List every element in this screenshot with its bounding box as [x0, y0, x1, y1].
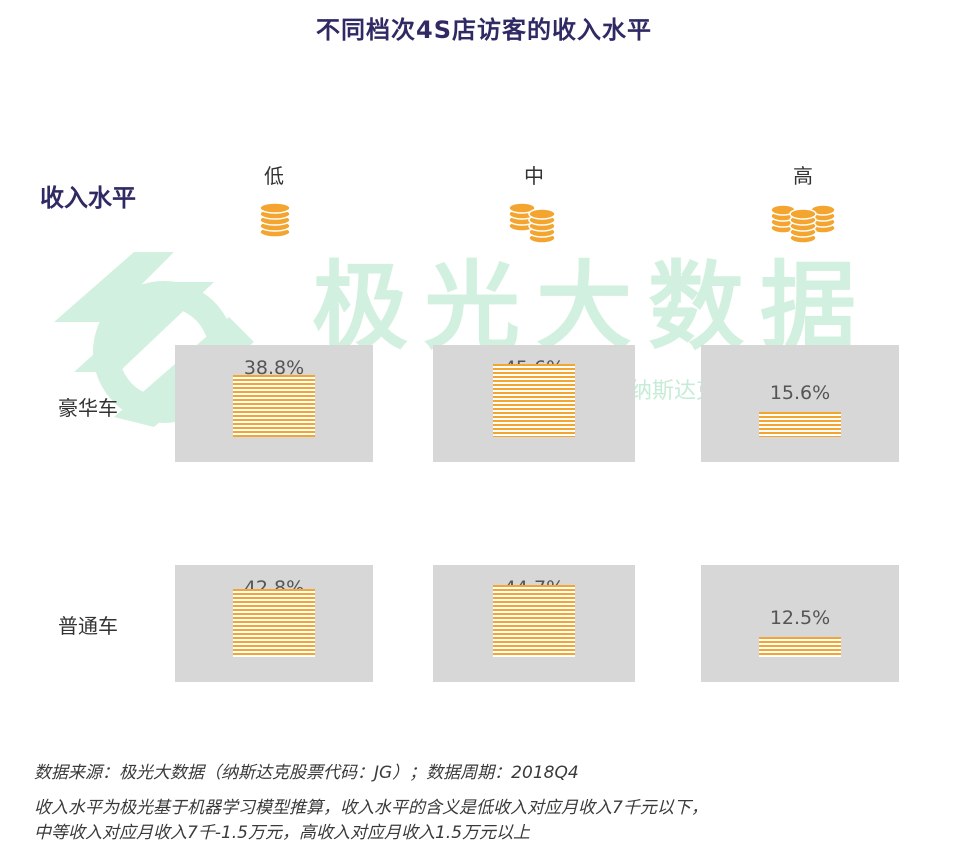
cell-regular-high: 12.5% — [701, 565, 899, 682]
data-label: 15.6% — [769, 382, 831, 404]
chart-title: 不同档次4S店访客的收入水平 — [316, 16, 652, 44]
value-bar — [233, 375, 315, 437]
cell-regular-low: 42.8% — [175, 565, 373, 682]
single-coin-stack-icon — [259, 202, 291, 238]
double-coin-stack-icon — [508, 202, 556, 244]
footnote-line-1: 收入水平为极光基于机器学习模型推算，收入水平的含义是低收入对应月收入7千元以下， — [34, 798, 708, 818]
cell-luxury-high: 15.6% — [701, 345, 899, 462]
cell-luxury-mid: 45.6% — [433, 345, 635, 462]
value-bar — [493, 585, 575, 657]
column-label-high: 高 — [793, 164, 813, 188]
value-bar — [759, 412, 841, 437]
value-bar — [233, 589, 315, 657]
value-bar — [759, 637, 841, 657]
data-label: 12.5% — [769, 607, 831, 629]
row-label-luxury: 豪华车 — [58, 396, 118, 420]
column-label-low: 低 — [264, 164, 284, 188]
triple-coin-stack-icon — [770, 204, 836, 244]
value-bar — [493, 364, 575, 437]
source-note: 数据来源：极光大数据（纳斯达克股票代码：JG）；数据周期：2018Q4 — [34, 763, 579, 783]
data-label: 38.8% — [243, 357, 305, 379]
footnote-line-2: 中等收入对应月收入7千-1.5万元，高收入对应月收入1.5万元以上 — [34, 823, 531, 843]
row-axis-title: 收入水平 — [40, 184, 136, 212]
cell-luxury-low: 38.8% — [175, 345, 373, 462]
row-label-regular: 普通车 — [58, 614, 118, 638]
cell-regular-mid: 44.7% — [433, 565, 635, 682]
column-label-mid: 中 — [524, 164, 544, 188]
